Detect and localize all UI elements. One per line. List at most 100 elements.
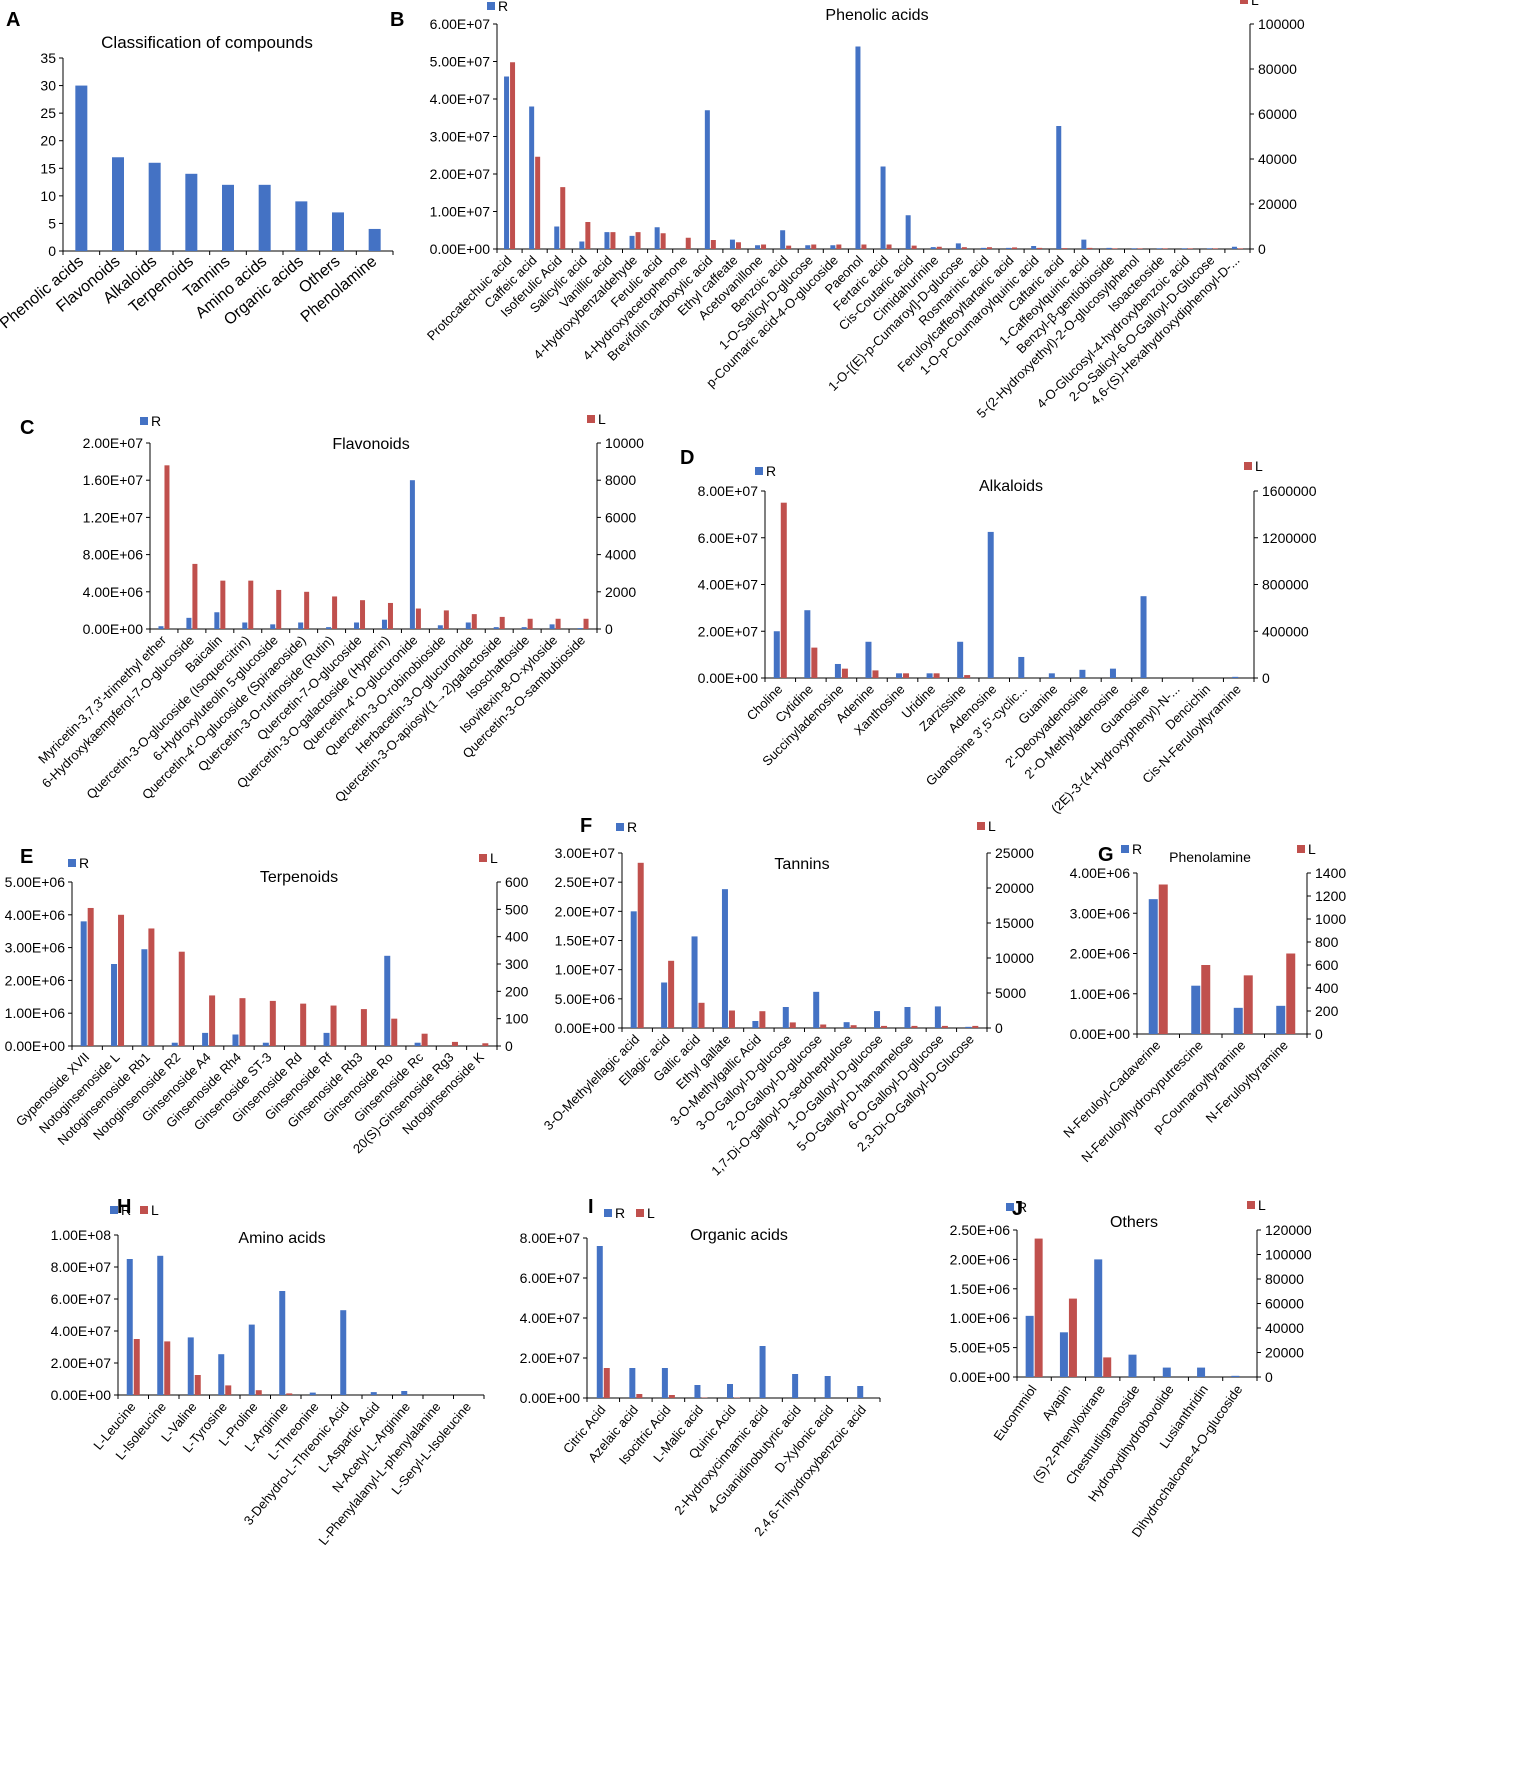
right-tick-label-f: 25000 [995,845,1034,861]
right-tick-label-f: 15000 [995,915,1034,931]
bar-h-r-l-valine [187,1337,194,1395]
bar-h-r-l-isoleucine [157,1255,164,1395]
bar-b-r-benzyl-gentiobioside [1106,247,1112,249]
bar-c-l-quercetin-3-o-glucoside-isoquercitrin [248,580,254,629]
bar-d-r-guanosine-3-5-cyclic [1018,656,1025,678]
bar-c-l-herbacetin-3-o-glucuronide [471,614,477,629]
bar-d-r-2-o-methyladenosine [1109,668,1116,678]
bar-b-r-brevifolin-carboxylic-acid [704,110,710,249]
bar-j-r-lusianthridin [1197,1367,1206,1377]
bar-b-l-isoacteoside [1162,248,1168,249]
bar-d-r-succinyladenosine [834,663,841,678]
chart-title-c: Flavonoids [332,436,409,453]
bar-d-l-cytidine [811,647,818,678]
bar-b-l-benzyl-gentiobioside [1112,248,1118,249]
bar-j-r-hydroxydihydrobovolide [1162,1367,1171,1377]
legend-swatch-r-b [487,2,495,10]
bar-e-r-notoginsenoside-rb1 [141,949,148,1046]
left-tick-label-c: 1.20E+07 [83,509,144,525]
bar-g-r-n-feruloylhydroxyputrescine [1191,985,1201,1034]
bar-g-l-p-coumaroyltyramine [1243,975,1253,1034]
bar-a-count-others [332,212,344,251]
bar-j-r-chestnutlignanoside [1128,1354,1137,1377]
right-tick-label-d: 1600000 [1262,483,1317,499]
left-tick-label-i: 4.00E+07 [520,1310,581,1326]
right-tick-label-c: 0 [605,621,613,637]
bar-b-l-caffeic-acid [535,156,541,249]
bar-b-r-4-6-s-hexahydroxydiphenoyl-d [1231,246,1237,249]
bar-b-r-feruloylcaffeoyltartaric-acid [1006,247,1012,249]
bar-c-l-quercetin-4-o-glucoside-spiraeoside [304,591,310,629]
bar-b-r-cimidahurinine [930,247,936,249]
left-tick-label-d: 6.00E+07 [698,530,759,546]
bar-f-r-1-7-di-o-galloyl-d-sedoheptulose [843,1022,850,1028]
bar-b-r-isoacteoside [1156,248,1162,249]
left-tick-label-i: 0.00E+00 [520,1390,581,1406]
bar-a-count-phenolamine [368,228,381,251]
bar-j-l-ayapin [1068,1298,1077,1377]
bar-b-r-salicylic-acid [579,241,585,249]
left-tick-label-a: 35 [40,50,56,66]
right-tick-label-e: 600 [505,874,529,890]
left-tick-label-f: 3.00E+07 [555,845,616,861]
bar-d-l-xanthosine [903,673,910,678]
bar-e-l-ginsenoside-rd [300,1003,307,1046]
bar-c-r-quercetin-3-o-apiosyl-1-2-galactoside [493,627,499,629]
bar-e-r-gypenoside-xvii [80,921,87,1046]
bar-b-r-1-o-salicyl-d-glucose [805,245,811,249]
bar-c-r-6-hydroxyluteolin-5-glucoside [270,624,276,629]
right-tick-label-d: 400000 [1262,623,1309,639]
bar-c-r-isovitexin-8-o-xyloside [549,624,555,629]
legend-label-l-h: L [151,1202,159,1218]
bar-h-r-l-threonine [309,1392,316,1395]
chart-panel-c: C Flavonoids R L 0.00E+00 4.00E+06 8.00E+06 1.2… [20,411,644,805]
bar-h-r-3-dehydro-l-threonic-acid [340,1310,347,1395]
left-tick-label-d: 2.00E+07 [698,623,759,639]
bar-f-l-2-3-di-o-galloyl-d-glucose [972,1025,979,1028]
right-tick-label-e: 400 [505,929,529,945]
bar-g-l-n-feruloyltyramine [1286,953,1296,1034]
left-tick-label-a: 25 [40,105,56,121]
bar-g-r-p-coumaroyltyramine [1233,1007,1243,1034]
bar-e-r-ginsenoside-st-3 [262,1042,269,1046]
bar-j-l-eucommiol [1034,1238,1043,1377]
left-tick-label-b: 1.00E+07 [430,204,491,220]
chart-panel-d: D Alkaloids R L 0.00E+00 2.00E+07 4.00E+07 6.00… [680,447,1317,816]
chart-title-f: Tannins [774,856,829,873]
bar-e-r-notoginsenoside-r2 [171,1042,178,1046]
bar-h-l-l-leucine [133,1339,140,1395]
bar-c-l-6-hydroxykaempferol-7-o-glucoside [192,563,198,629]
bar-f-l-ethyl-gallate [728,1010,735,1028]
bar-b-l-4-hydroxybenzaldehyde [635,232,641,249]
left-tick-label-c: 4.00E+06 [83,584,144,600]
bar-c-r-isoschaftoside [521,627,527,629]
left-tick-label-e: 1.00E+06 [5,1005,66,1021]
legend-label-l-c: L [598,411,606,427]
bar-d-r-guanosine [1140,596,1147,678]
chart-panel-g: G Phenolamine R L 0.00E+00 1.00E+06 2.00E+06 3.… [1060,841,1346,1165]
bar-h-r-l-leucine [126,1259,133,1395]
bar-a-count-alkaloids [148,162,161,251]
left-tick-label-b: 0.00E+00 [430,241,491,257]
bar-e-r-ginsenoside-rc [414,1042,421,1046]
right-tick-label-e: 500 [505,901,529,917]
legend-label-l-b: L [1251,0,1259,8]
left-tick-label-h: 0.00E+00 [51,1387,112,1403]
right-tick-label-b: 0 [1258,241,1266,257]
left-tick-label-i: 6.00E+07 [520,1270,581,1286]
right-tick-label-g: 0 [1315,1026,1323,1042]
bar-f-r-3-o-methylellagic-acid [630,911,637,1028]
bar-i-l-citric-acid [603,1368,610,1398]
bar-b-r-caftaric-acid [1056,126,1062,249]
left-tick-label-h: 8.00E+07 [51,1259,112,1275]
legend-label-l-g: L [1308,841,1316,857]
right-tick-label-f: 20000 [995,880,1034,896]
legend-label-r-i: R [615,1205,625,1221]
right-tick-label-g: 1000 [1315,911,1346,927]
bar-c-l-quercetin-3-o-sambubioside [583,618,589,629]
right-tick-label-b: 20000 [1258,196,1297,212]
left-tick-label-b: 6.00E+07 [430,16,491,32]
right-tick-label-c: 2000 [605,584,636,600]
left-tick-label-a: 5 [48,215,56,231]
legend-label-l-f: L [988,818,996,834]
